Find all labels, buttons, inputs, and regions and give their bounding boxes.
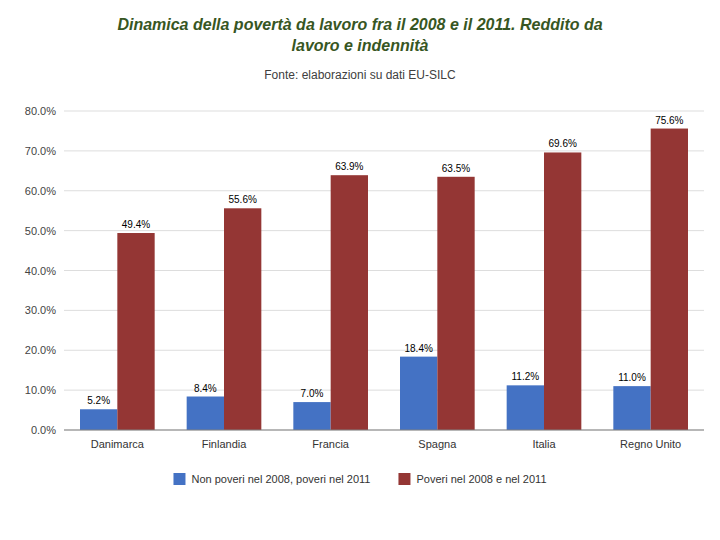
data-labels: 5.2% 8.4% 7.0% 18.4% 11.2% 11.0% 49.4% 55.6% 63.…	[87, 115, 683, 407]
y-tick-label: 40.0%	[25, 265, 56, 277]
bar	[507, 385, 544, 430]
bar	[117, 233, 154, 430]
grid-line	[64, 111, 704, 112]
x-axis: Danimarca Finlandia Francia Spagna Italia Reg…	[64, 430, 704, 450]
y-tick-label: 60.0%	[25, 185, 56, 197]
chart-svg: Dinamica della povertà da lavoro fra il …	[0, 0, 720, 540]
x-tick-label: Francia	[312, 438, 350, 450]
x-tick-label: Danimarca	[91, 438, 145, 450]
y-tick-label: 30.0%	[25, 304, 56, 316]
legend-swatch	[173, 473, 185, 485]
data-label: 69.6%	[548, 138, 576, 149]
grid-line	[64, 390, 704, 391]
data-label: 11.0%	[618, 372, 646, 383]
grid-line	[64, 430, 704, 431]
bar	[224, 208, 261, 430]
bar	[437, 177, 474, 430]
bar	[400, 357, 437, 430]
bar	[331, 175, 368, 430]
data-label: 5.2%	[87, 395, 110, 406]
data-label: 8.4%	[194, 383, 217, 394]
legend-item: Poveri nel 2008 e nel 2011	[398, 473, 546, 485]
title: Dinamica della povertà da lavoro fra il …	[117, 16, 602, 54]
legend-swatch	[398, 473, 410, 485]
x-tick-label: Italia	[532, 438, 556, 450]
bar	[187, 397, 224, 430]
data-label: 7.0%	[301, 388, 324, 399]
data-label: 49.4%	[122, 219, 150, 230]
x-tick-label: Spagna	[418, 438, 457, 450]
chart-container: Dinamica della povertà da lavoro fra il …	[0, 0, 720, 540]
background	[0, 0, 720, 540]
data-label: 63.5%	[442, 163, 470, 174]
data-label: 55.6%	[228, 194, 256, 205]
bar	[544, 152, 581, 430]
bar	[613, 386, 650, 430]
y-axis: 0.0% 10.0% 20.0% 30.0% 40.0% 50.0% 60.0% 70.0% 8…	[25, 105, 704, 436]
legend-label: Non poveri nel 2008, poveri nel 2011	[191, 473, 370, 485]
title-line: lavoro e indennità	[292, 37, 429, 54]
bar	[651, 129, 688, 430]
data-label: 11.2%	[512, 371, 540, 382]
grid-line	[64, 350, 704, 351]
bars	[80, 129, 688, 430]
grid-line	[64, 230, 704, 231]
grid-line	[64, 270, 704, 271]
y-tick-label: 50.0%	[25, 225, 56, 237]
legend-item: Non poveri nel 2008, poveri nel 2011	[173, 473, 370, 485]
legend-label: Poveri nel 2008 e nel 2011	[416, 473, 546, 485]
bar	[80, 409, 117, 430]
y-tick-label: 10.0%	[25, 384, 56, 396]
x-tick-label: Regno Unito	[620, 438, 681, 450]
y-tick-label: 0.0%	[31, 424, 56, 436]
legend: Non poveri nel 2008, poveri nel 2011 Pove…	[173, 473, 546, 485]
grid-line	[64, 310, 704, 311]
x-axis-line	[64, 430, 704, 431]
bar	[293, 402, 330, 430]
title-line: Dinamica della povertà da lavoro fra il …	[117, 16, 602, 33]
y-tick-label: 20.0%	[25, 344, 56, 356]
subtitle: Fonte: elaborazioni su dati EU-SILC	[264, 68, 456, 82]
x-tick-label: Finlandia	[202, 438, 248, 450]
grid-line	[64, 190, 704, 191]
data-label: 75.6%	[655, 115, 683, 126]
data-label: 63.9%	[335, 161, 363, 172]
data-label: 18.4%	[404, 343, 432, 354]
y-tick-label: 80.0%	[25, 105, 56, 117]
grid-line	[64, 150, 704, 151]
y-tick-label: 70.0%	[25, 145, 56, 157]
